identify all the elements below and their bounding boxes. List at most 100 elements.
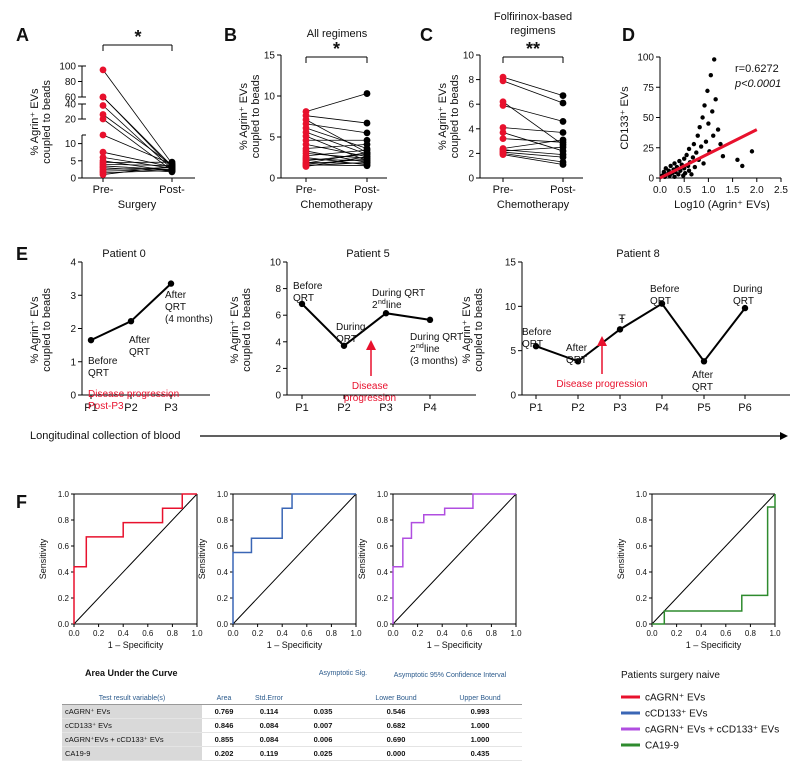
x-tick-label-p0: P1 (84, 402, 97, 414)
x-tick-label-d: 1.0 (701, 185, 715, 196)
auc-cell: 0.435 (438, 746, 522, 761)
x-tick-label-c: Pre- (493, 184, 514, 196)
roc-curve-1 (73, 493, 197, 624)
x-tick-label-b: Pre- (296, 184, 317, 196)
annotation-p5: During QRT (410, 332, 463, 343)
annotation-p5: nd (416, 343, 424, 350)
panel-letter-a: A (16, 25, 29, 45)
annotation-p0: QRT (129, 347, 150, 358)
trend-line (659, 128, 758, 180)
y-tick-label-p8: 5 (510, 346, 516, 357)
roc-x-tick-label: 0.6 (720, 629, 732, 638)
annotation-p0: (4 months) (165, 314, 213, 325)
auc-column-header: Lower Bound (354, 692, 438, 705)
scatter-point (720, 154, 726, 159)
roc-x-tick-label: 0.0 (646, 629, 658, 638)
post-point (363, 129, 371, 137)
pre-point (99, 148, 107, 156)
legend-label-2: cCD133⁺ EVs (645, 709, 708, 720)
patient-8-title: Patient 8 (616, 248, 659, 260)
x-tick-label-p8: P3 (613, 402, 626, 414)
auc-cell: 0.769 (202, 704, 246, 719)
scatter-point (735, 157, 740, 163)
y-axis-label-d: CD133⁺ EVs (619, 86, 631, 150)
roc-x-tick-label: 0.8 (326, 629, 338, 638)
y-axis-label-b: % Agrin⁺ EVs (238, 83, 250, 150)
scatter-point (712, 57, 717, 62)
y-tick-label-d: 0 (648, 174, 654, 185)
x-tick-label-c: Post- (550, 184, 576, 196)
scatter-point (691, 141, 697, 147)
annotation-p8: Before (650, 284, 680, 295)
panel-title-c: regimens (510, 25, 556, 37)
roc-x-axis-label: 1 – Specificity (108, 640, 164, 650)
pair-line (102, 165, 173, 171)
roc-y-tick-label: 1.0 (58, 490, 70, 499)
annotation-p5: QRT (336, 334, 357, 345)
post-point (363, 140, 371, 148)
roc-x-tick-label: 1.0 (510, 629, 522, 638)
x-tick-label-p5: P4 (423, 402, 436, 414)
scatter-point (690, 155, 696, 160)
roc-x-tick-label: 0.2 (412, 629, 424, 638)
roc-y-tick-label: 0.0 (636, 620, 648, 629)
roc-reference-diagonal (232, 493, 357, 625)
y-tick-label-c: 4 (468, 124, 474, 135)
auc-column-header: Test result variable(s) (62, 692, 202, 705)
roc-reference-diagonal (73, 493, 198, 625)
pair-line (305, 143, 368, 149)
scatter-point (686, 146, 692, 152)
annotation-p5: nd (378, 299, 386, 306)
panel-letter-d: D (622, 25, 635, 45)
roc-x-tick-label: 1.0 (350, 629, 362, 638)
series-point-p5 (382, 310, 390, 317)
roc-y-tick-label: 0.0 (58, 620, 70, 629)
annotation-p0: After (129, 335, 151, 346)
roc-y-axis-label: Sensitivity (38, 538, 48, 579)
pair-line (305, 115, 368, 124)
auc-cell: 0.846 (202, 718, 246, 733)
auc-row-label: CA19-9 (62, 746, 202, 761)
pair-line (102, 69, 173, 164)
roc-y-tick-label: 1.0 (377, 490, 389, 499)
scatter-point (698, 144, 704, 149)
annotation-p0: Before (88, 356, 118, 367)
roc-x-tick-label: 0.4 (437, 629, 449, 638)
annotation-p5: During QRT (372, 288, 425, 299)
y-axis-label-a: % Agrin⁺ EVs (29, 88, 41, 155)
roc-x-tick-label: 0.0 (387, 629, 399, 638)
pair-line (502, 127, 564, 133)
scatter-point (661, 169, 667, 175)
post-point (559, 129, 567, 136)
y-tick-label-p0: 0 (70, 391, 76, 402)
pair-line (102, 96, 173, 168)
auc-cell: 0.025 (292, 746, 354, 761)
roc-x-tick-label: 0.6 (142, 629, 154, 638)
y-axis-label-c: coupled to beads (449, 74, 461, 158)
roc-y-tick-label: 0.2 (58, 594, 70, 603)
y-tick-label-c: 8 (468, 75, 474, 86)
pair-line (502, 80, 564, 104)
post-point (559, 99, 567, 107)
post-point (363, 90, 371, 97)
x-tick-label-a: Pre- (93, 184, 114, 196)
legend-label-4: CA19-9 (645, 741, 679, 752)
post-point (559, 143, 567, 151)
y-tick-label-b: 10 (264, 92, 276, 103)
auc-column-header (292, 692, 354, 705)
scatter-point (749, 149, 755, 154)
x-tick-label-p8: P6 (738, 402, 751, 414)
y-tick-label-p5: 10 (270, 258, 282, 269)
pair-line (502, 138, 564, 143)
x-tick-label-d: 0.5 (677, 185, 691, 196)
y-tick-label-p0: 3 (70, 291, 76, 302)
auc-row: cAGRN⁺EVs + cCD133⁺ EVs 0.855 0.084 0.006 0.… (62, 732, 522, 747)
x-tick-label-d: 1.5 (726, 185, 740, 196)
scatter-point (708, 72, 714, 78)
pair-line (305, 153, 368, 162)
pre-point (99, 171, 107, 178)
x-tick-label-p5: P3 (379, 402, 392, 414)
annotation-p5: 2 (410, 344, 416, 355)
y-tick-label-a: 60 (65, 93, 77, 104)
auc-header-ci: Asymptotic 95% Confidence Interval (393, 672, 507, 679)
